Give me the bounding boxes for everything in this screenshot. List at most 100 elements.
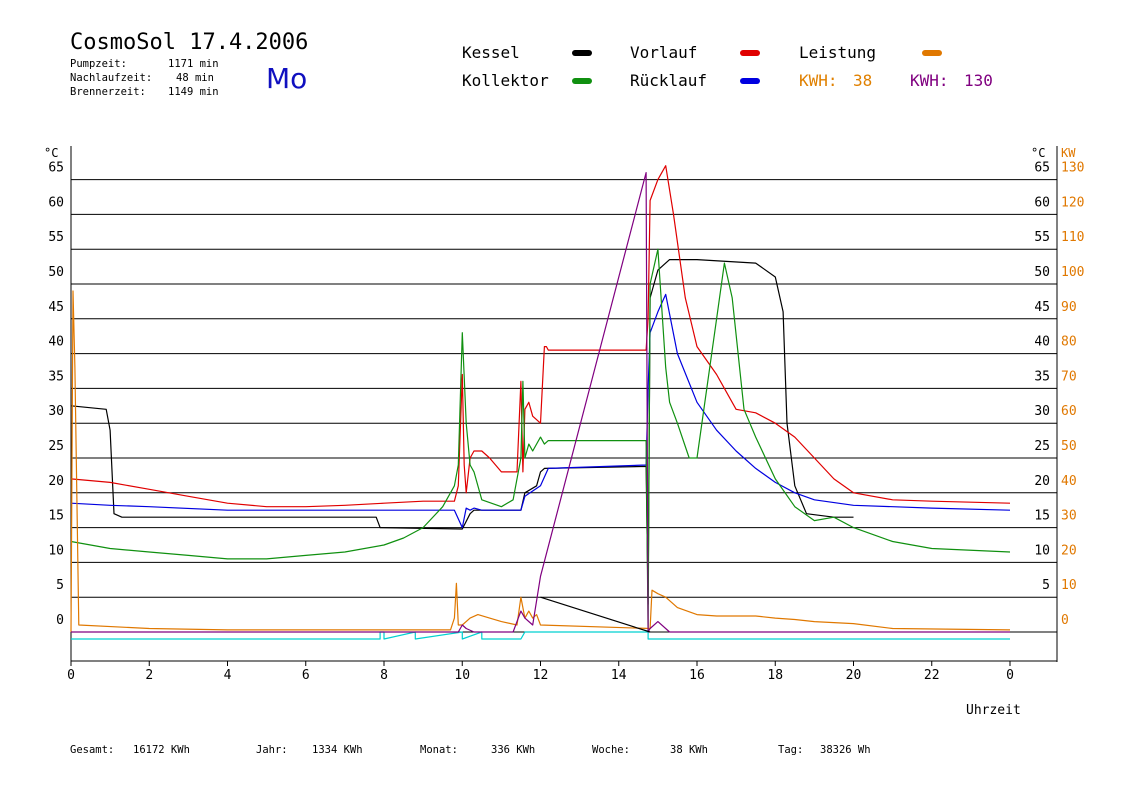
y-tick-left-30: 30 [48, 404, 64, 419]
y-axis-label-right-temp: °C [1031, 146, 1045, 160]
y-tick-right-power-80: 80 [1061, 335, 1077, 350]
x-tick-12: 0 [1006, 668, 1014, 683]
y-tick-left-20: 20 [48, 474, 64, 489]
y-tick-right-power-90: 90 [1061, 300, 1077, 315]
series-line-kollektor [70, 248, 1011, 633]
y-tick-right-power-100: 100 [1061, 265, 1084, 280]
x-tick-10: 20 [846, 668, 862, 683]
gridlines [71, 179, 1057, 633]
series-line-pumpe [71, 631, 1010, 640]
kwh-label-1: KWH: [799, 71, 838, 90]
y-tick-right-power-120: 120 [1061, 195, 1084, 210]
y-tick-left-40: 40 [48, 335, 64, 350]
tick-labels: 0510152025303540455055606551015202530354… [48, 161, 1084, 683]
legend-swatch-vorlauf [740, 50, 760, 56]
legend-swatch-leistung [922, 50, 942, 56]
legend-label-vorlauf: Vorlauf [630, 43, 698, 62]
x-tick-5: 10 [454, 668, 470, 683]
chart-title: CosmoSol 17.4.2006 [70, 30, 309, 55]
y-tick-right-temp-5: 5 [1042, 578, 1050, 593]
footer-gesamt-value: 16172 KWh [133, 744, 190, 756]
series-lines [70, 165, 1011, 640]
y-tick-left-60: 60 [48, 195, 64, 210]
kwh-value-1: 38 [853, 71, 873, 90]
series-line-leistung [70, 290, 1011, 633]
y-tick-right-power-60: 60 [1061, 404, 1077, 419]
y-tick-left-35: 35 [48, 369, 64, 384]
series-line-leistung-kumuliert [71, 172, 1010, 633]
x-axis-label: Uhrzeit [966, 703, 1021, 718]
legend-swatch-kollektor [572, 78, 592, 84]
footer-monat-value: 336 KWh [491, 744, 536, 756]
y-tick-right-power-130: 130 [1061, 161, 1084, 176]
stat-brennerzeit-label: Brennerzeit: [70, 86, 146, 98]
stat-nachlaufzeit-value: 48 min [176, 72, 214, 84]
footer-tag-value: 38326 Wh [820, 744, 871, 756]
axes [70, 146, 1058, 666]
series-line-vorlauf [70, 165, 1011, 508]
stat-pumpzeit-value: 1171 min [168, 58, 219, 70]
y-axis-label-left: °C [44, 146, 58, 160]
series-line-kessel-ersatz [540, 596, 651, 633]
y-axis-label-right-power: KW [1061, 146, 1076, 160]
y-tick-right-power-40: 40 [1061, 474, 1077, 489]
y-tick-left-15: 15 [48, 509, 64, 524]
footer-woche-label: Woche: [592, 744, 630, 756]
legend-label-kessel: Kessel [462, 43, 520, 62]
y-tick-right-power-30: 30 [1061, 509, 1077, 524]
kwh-label-2: KWH: [910, 71, 949, 90]
y-tick-right-power-110: 110 [1061, 230, 1084, 245]
y-tick-right-temp-55: 55 [1034, 230, 1050, 245]
y-tick-left-65: 65 [48, 161, 64, 176]
y-tick-left-25: 25 [48, 439, 64, 454]
x-tick-8: 16 [689, 668, 705, 683]
weekday-label: Mo [266, 62, 308, 95]
footer-tag-label: Tag: [778, 744, 804, 756]
x-tick-4: 8 [380, 668, 388, 683]
kwh-value-2: 130 [964, 71, 993, 90]
y-tick-left-50: 50 [48, 265, 64, 280]
y-tick-right-temp-45: 45 [1034, 300, 1050, 315]
legend-label-leistung: Leistung [799, 43, 877, 62]
y-tick-right-temp-60: 60 [1034, 195, 1050, 210]
y-tick-right-temp-40: 40 [1034, 335, 1050, 350]
y-tick-left-5: 5 [56, 578, 64, 593]
legend-swatch-kessel [572, 50, 592, 56]
y-tick-right-temp-35: 35 [1034, 369, 1050, 384]
x-tick-2: 4 [224, 668, 232, 683]
x-tick-11: 22 [924, 668, 940, 683]
stat-pumpzeit-label: Pumpzeit: [70, 58, 127, 70]
x-tick-3: 6 [302, 668, 310, 683]
x-tick-6: 12 [533, 668, 549, 683]
footer-woche-value: 38 KWh [670, 744, 708, 756]
y-tick-right-temp-50: 50 [1034, 265, 1050, 280]
x-tick-0: 0 [67, 668, 75, 683]
legend-label-ruecklauf: Rücklauf [630, 71, 708, 90]
y-tick-right-temp-10: 10 [1034, 543, 1050, 558]
legend-swatch-ruecklauf [740, 78, 760, 84]
legend-label-kollektor: Kollektor [462, 71, 549, 90]
y-tick-right-power-50: 50 [1061, 439, 1077, 454]
y-tick-left-45: 45 [48, 300, 64, 315]
x-tick-1: 2 [145, 668, 153, 683]
footer-monat-label: Monat: [420, 744, 458, 756]
y-tick-left-10: 10 [48, 543, 64, 558]
y-tick-right-temp-20: 20 [1034, 474, 1050, 489]
y-tick-left-0: 0 [56, 613, 64, 628]
y-tick-right-temp-65: 65 [1034, 161, 1050, 176]
y-tick-right-power-10: 10 [1061, 578, 1077, 593]
y-tick-right-power-20: 20 [1061, 543, 1077, 558]
y-tick-right-temp-30: 30 [1034, 404, 1050, 419]
y-tick-left-55: 55 [48, 230, 64, 245]
y-tick-right-power-0: 0 [1061, 613, 1069, 628]
footer-jahr-value: 1334 KWh [312, 744, 363, 756]
y-tick-right-temp-15: 15 [1034, 509, 1050, 524]
series-line-kessel [70, 259, 854, 605]
footer-jahr-label: Jahr: [256, 744, 288, 756]
x-tick-9: 18 [767, 668, 783, 683]
y-tick-right-power-70: 70 [1061, 369, 1077, 384]
x-tick-7: 14 [611, 668, 627, 683]
stat-brennerzeit-value: 1149 min [168, 86, 219, 98]
footer-gesamt-label: Gesamt: [70, 744, 115, 756]
